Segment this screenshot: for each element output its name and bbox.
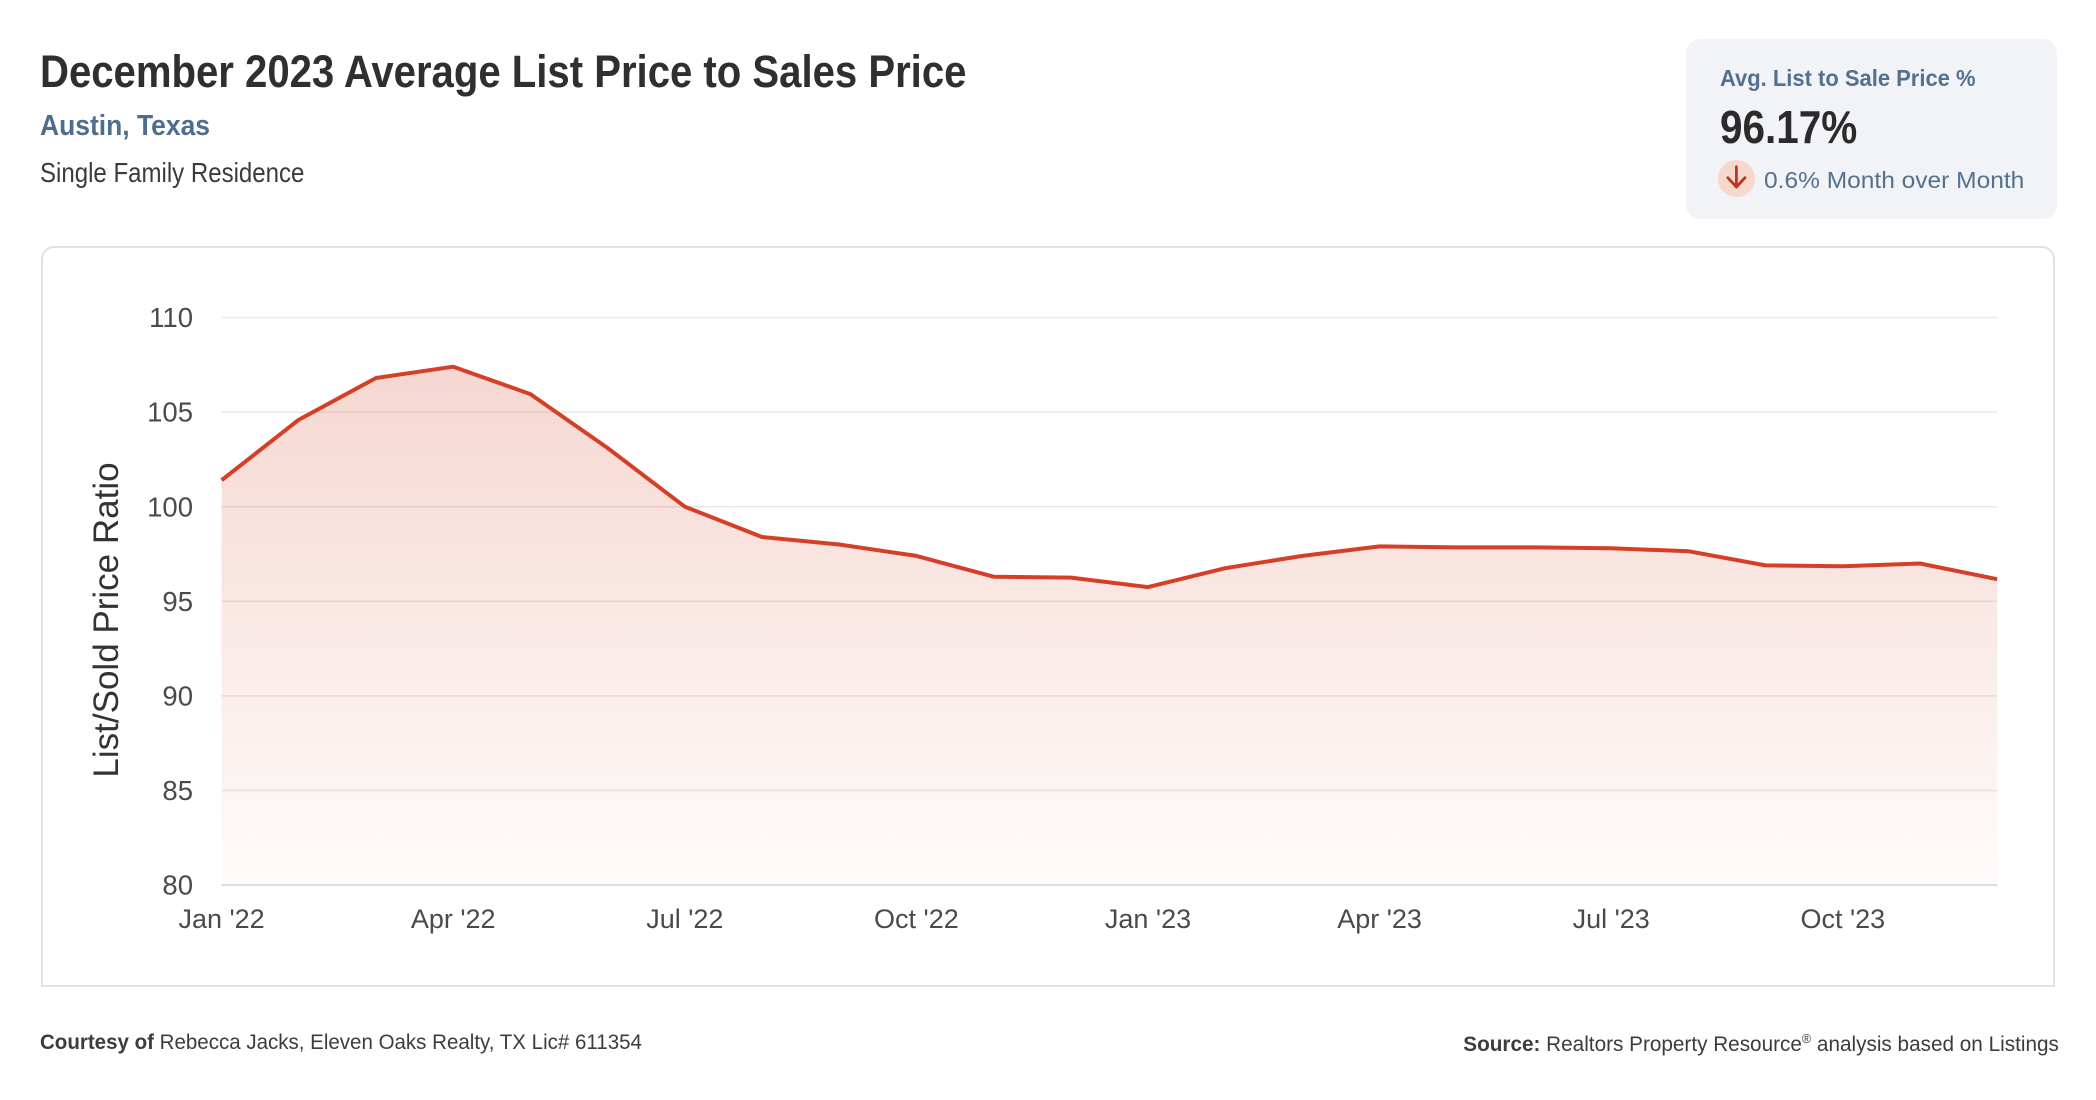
svg-text:110: 110	[149, 302, 193, 333]
svg-text:Jul '23: Jul '23	[1573, 904, 1650, 934]
svg-text:Jan '23: Jan '23	[1105, 904, 1191, 934]
svg-text:105: 105	[147, 397, 193, 428]
svg-text:80: 80	[162, 870, 193, 901]
svg-text:Apr '22: Apr '22	[411, 904, 496, 934]
svg-text:100: 100	[147, 491, 193, 522]
svg-text:Oct '22: Oct '22	[874, 904, 959, 934]
svg-text:List/Sold Price Ratio: List/Sold Price Ratio	[87, 462, 126, 777]
svg-text:Jul '22: Jul '22	[646, 904, 723, 934]
svg-text:Jan '22: Jan '22	[178, 904, 264, 934]
svg-text:Apr '23: Apr '23	[1337, 904, 1422, 934]
svg-text:Oct '23: Oct '23	[1800, 904, 1885, 934]
svg-text:85: 85	[162, 775, 193, 806]
svg-text:90: 90	[162, 681, 193, 712]
svg-text:95: 95	[162, 586, 193, 617]
